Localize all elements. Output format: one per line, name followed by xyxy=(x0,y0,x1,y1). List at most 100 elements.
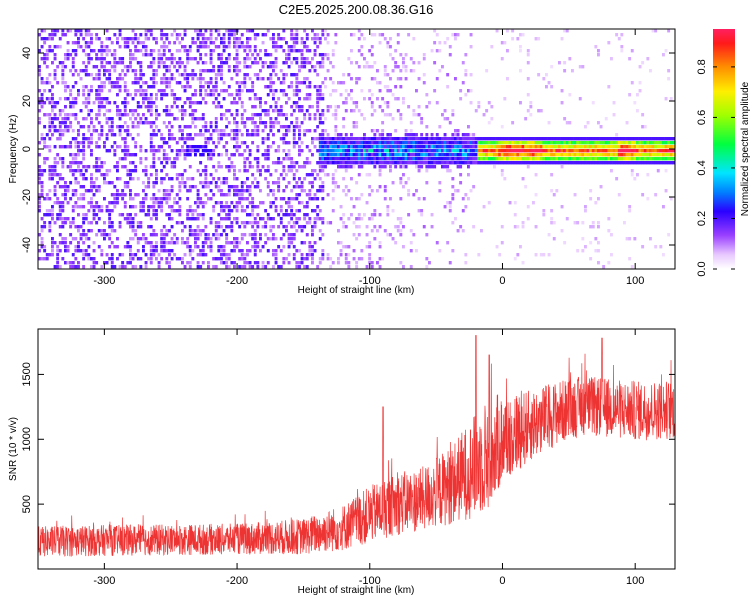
spectrogram-cell xyxy=(238,61,242,65)
spectrogram-cell xyxy=(97,105,101,109)
spectrogram-cell xyxy=(220,193,223,197)
spectrogram-cell xyxy=(87,253,91,257)
spectrogram-cell xyxy=(391,149,395,153)
spectrogram-cell xyxy=(656,161,660,165)
spectrogram-cell xyxy=(134,229,138,233)
spectrogram-cell xyxy=(451,141,455,145)
spectrogram-cell xyxy=(376,161,379,165)
spectrogram-cell xyxy=(376,137,379,141)
spectrogram-cell xyxy=(292,33,296,37)
spectrogram-cell xyxy=(565,217,569,221)
spectrogram-cell xyxy=(227,85,231,89)
spectrogram-cell xyxy=(383,229,387,233)
spectrogram-cell xyxy=(201,149,205,153)
spectrogram-cell xyxy=(516,145,520,149)
spectrogram-cell xyxy=(552,141,556,145)
spectrogram-cell xyxy=(477,253,481,257)
spectrogram-cell xyxy=(225,213,229,217)
spectrogram-cell xyxy=(365,173,369,177)
spectrogram-cell xyxy=(526,153,530,157)
spectrogram-cell xyxy=(160,161,164,165)
spectrogram-cell xyxy=(58,209,62,213)
spectrogram-cell xyxy=(269,85,273,89)
spectrogram-cell xyxy=(266,217,270,221)
spectrogram-cell xyxy=(92,213,96,217)
spectrogram-cell xyxy=(113,245,117,249)
spectrogram-cell xyxy=(222,249,226,253)
spectrogram-cell xyxy=(56,81,60,85)
spectrogram-cell xyxy=(318,141,322,145)
spectrogram-cell xyxy=(123,89,127,93)
spectrogram-cell xyxy=(292,73,296,77)
spectrogram-cell xyxy=(443,41,447,45)
spectrogram-cell xyxy=(404,137,408,141)
spectrogram-cell xyxy=(61,77,65,81)
spectrogram-cell xyxy=(506,153,509,157)
spectrogram-cell xyxy=(521,157,525,161)
spectrogram-cell xyxy=(222,49,226,53)
spectrogram-cell xyxy=(399,113,403,117)
spectrogram-cell xyxy=(482,145,486,149)
spectrogram-cell xyxy=(597,153,600,157)
spectrogram-cell xyxy=(261,77,265,81)
spectrogram-cell xyxy=(40,57,44,61)
spectrogram-cell xyxy=(503,141,507,145)
spectrogram-cell xyxy=(71,173,75,177)
spectrogram-cell xyxy=(181,237,184,241)
snr-x-axis-label: Height of straight line (km) xyxy=(298,585,415,596)
spectrogram-cell xyxy=(448,201,452,205)
spectrogram-cell xyxy=(318,217,322,221)
spectrogram-cell xyxy=(552,237,556,241)
spectrogram-cell xyxy=(324,53,327,57)
spectrogram-cell xyxy=(529,157,533,161)
spectrogram-cell xyxy=(305,109,309,113)
spectrogram-cell xyxy=(586,137,590,141)
spectrogram-cell xyxy=(147,37,151,41)
spectrogram-cell xyxy=(92,65,96,69)
spectrogram-cell xyxy=(308,173,312,177)
spectrogram-cell xyxy=(178,73,182,77)
spectrogram-cell xyxy=(196,265,200,269)
spectrogram-cell xyxy=(461,81,465,85)
spectrogram-cell xyxy=(277,265,281,269)
spectrogram-cell xyxy=(615,161,619,165)
spectrogram-cell xyxy=(165,249,169,253)
spectrogram-cell xyxy=(69,113,73,117)
spectrogram-cell xyxy=(253,97,257,101)
spectrogram-cell xyxy=(448,157,452,161)
spectrogram-cell xyxy=(74,69,78,73)
spectrogram-cell xyxy=(331,137,335,141)
spectrogram-cell xyxy=(126,153,130,157)
spectrogram-cell xyxy=(110,145,114,149)
spectrogram-cell xyxy=(225,241,229,245)
spectrogram-cell xyxy=(269,89,273,93)
spectrogram-cell xyxy=(110,53,114,57)
spectrogram-cell xyxy=(155,217,158,221)
spectrogram-cell xyxy=(105,37,109,41)
spectrogram-cell xyxy=(383,65,387,69)
spectrogram-cell xyxy=(656,169,660,173)
spectrogram-cell xyxy=(201,181,205,185)
spectrogram-cell xyxy=(186,189,190,193)
spectrogram-cell xyxy=(417,113,421,117)
spectrogram-cell xyxy=(467,165,470,169)
spectrogram-cell xyxy=(77,29,80,33)
spectrogram-cell xyxy=(378,157,382,161)
spectrogram-cell xyxy=(118,129,122,133)
spectrogram-cell xyxy=(459,149,463,153)
spectrogram-cell xyxy=(126,93,130,97)
spectrogram-cell xyxy=(155,93,158,97)
spectrogram-cell xyxy=(220,73,223,77)
spectrogram-cell xyxy=(368,241,372,245)
spectrogram-cell xyxy=(201,201,205,205)
spectrogram-cell xyxy=(334,141,338,145)
spectrogram-cell xyxy=(48,129,52,133)
spectrogram-cell xyxy=(607,137,611,141)
spectrogram-cell xyxy=(71,129,75,133)
spectrogram-cell xyxy=(95,205,99,209)
spectrogram-cell xyxy=(188,153,192,157)
spectrogram-cell xyxy=(318,189,322,193)
spectrogram-cell xyxy=(134,117,138,121)
spectrogram-cell xyxy=(264,137,268,141)
spectrogram-cell xyxy=(90,257,93,261)
